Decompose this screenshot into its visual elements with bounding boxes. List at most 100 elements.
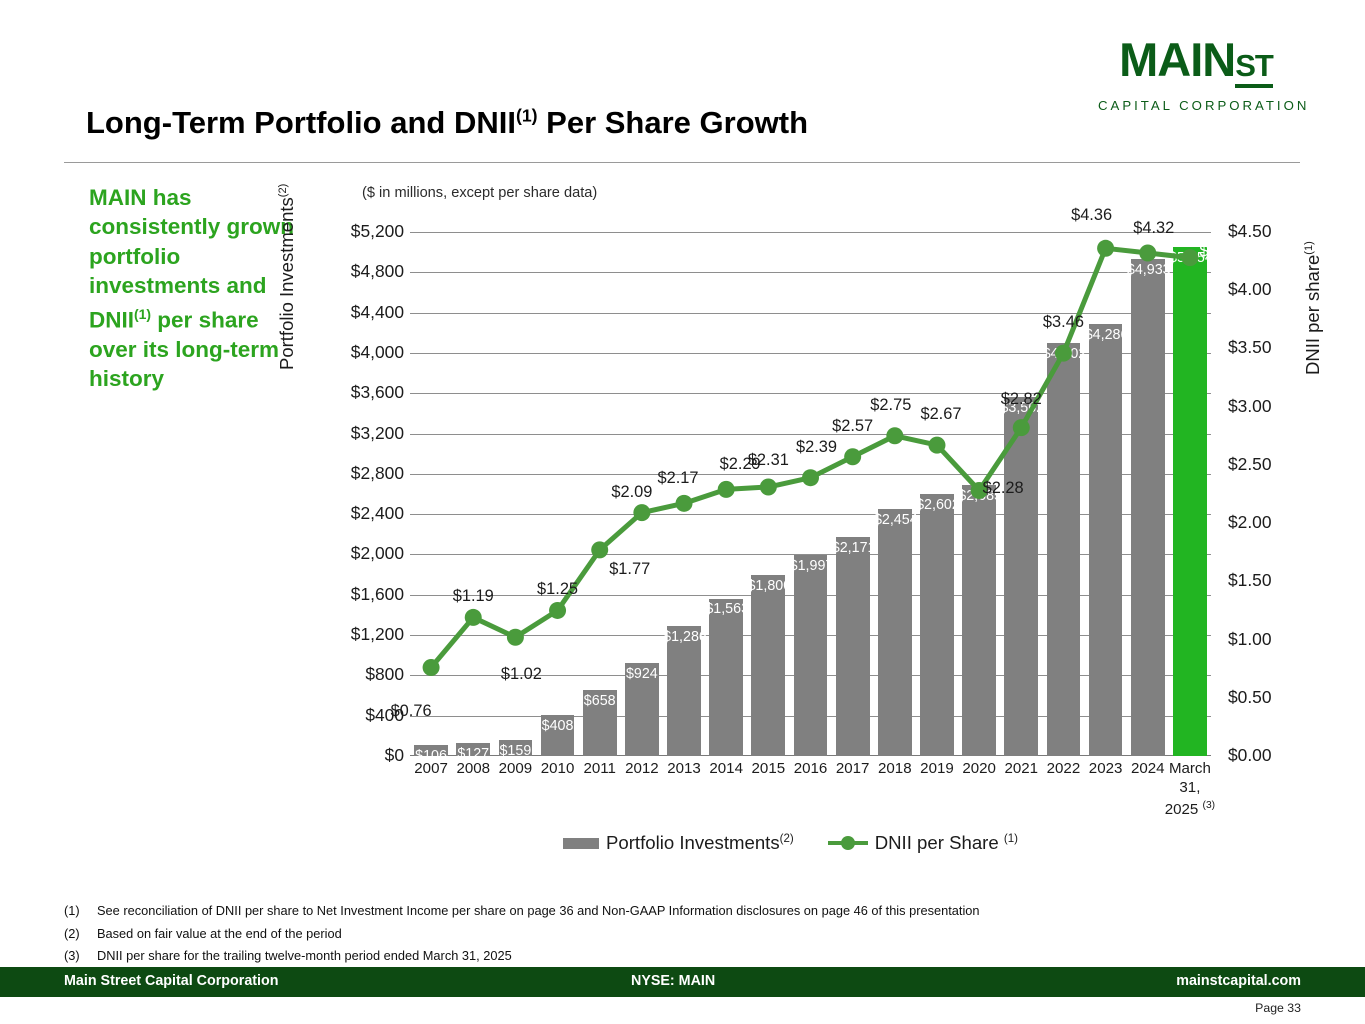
dnii-data-point[interactable] — [675, 494, 693, 512]
bar[interactable] — [1130, 258, 1165, 756]
x-axis-tick-label: 2011 — [583, 760, 616, 777]
legend-item-portfolio-investments[interactable]: Portfolio Investments(2) — [563, 832, 794, 854]
dnii-value-label: $4.28 — [1199, 241, 1241, 260]
bar[interactable] — [877, 508, 912, 756]
x-axis-tick-label: 2010 — [540, 760, 575, 777]
x-axis-tick-label: March 31, 2025 (3) — [1164, 760, 1216, 819]
bar-value-label: $658 — [583, 692, 616, 709]
footnote-row: (1) See reconciliation of DNII per share … — [64, 903, 1304, 918]
y-axis-left-tick-label: $5,200 — [350, 221, 404, 241]
dnii-value-label: $2.39 — [795, 437, 838, 456]
legend-label-dnii: DNII per Share (1) — [875, 832, 1018, 854]
y-axis-left-tick-label: $4,800 — [350, 261, 404, 282]
bar[interactable] — [835, 537, 870, 756]
dnii-data-point[interactable] — [506, 628, 524, 646]
footnote-number: (1) — [64, 903, 80, 918]
dnii-data-point[interactable] — [1054, 344, 1072, 362]
callout-text: MAIN has consistently grown portfolio in… — [89, 183, 299, 394]
bar[interactable] — [625, 662, 659, 756]
bar-value-label: $2,602 — [916, 496, 960, 513]
dnii-data-point[interactable] — [1097, 239, 1115, 257]
dnii-data-point[interactable] — [1012, 419, 1030, 437]
dnii-data-point[interactable] — [928, 436, 946, 454]
dnii-value-label: $2.29 — [719, 455, 761, 474]
bar[interactable] — [414, 745, 448, 756]
dnii-data-point[interactable] — [549, 601, 567, 619]
dnii-value-label: $2.17 — [657, 469, 699, 488]
logo-st-text: ST — [1235, 48, 1274, 88]
y-axis-right-tick-label: $4.00 — [1228, 279, 1272, 300]
y-axis-left-title: Portfolio Investments(2) — [276, 120, 298, 370]
y-axis-right-tick-label: $1.50 — [1228, 570, 1272, 591]
dnii-data-point[interactable] — [759, 478, 777, 496]
legend-item-dnii-per-share[interactable]: DNII per Share (1) — [827, 832, 1018, 854]
dnii-data-point[interactable] — [464, 608, 482, 626]
x-axis-tick-label: 2008 — [456, 760, 491, 777]
footer-ticker: NYSE: MAIN — [631, 973, 716, 989]
footnotes-list: (1) See reconciliation of DNII per share … — [64, 903, 1304, 971]
footnote-text: Based on fair value at the end of the pe… — [97, 925, 342, 941]
dnii-data-point[interactable] — [1181, 249, 1199, 267]
bar[interactable] — [540, 714, 575, 756]
bar-value-label: $106 — [415, 748, 447, 765]
bar[interactable] — [793, 554, 828, 756]
bar-swatch-icon — [563, 837, 599, 849]
x-axis-tick-label: 2024 — [1130, 760, 1165, 777]
bar[interactable] — [667, 626, 701, 756]
dnii-data-point[interactable] — [633, 504, 651, 522]
dnii-data-point[interactable] — [802, 469, 819, 487]
y-axis-right-tick-label: $3.00 — [1228, 395, 1272, 416]
company-logo: MAINST CAPITAL CORPORATION — [1098, 34, 1310, 114]
logo-subtitle: CAPITAL CORPORATION — [1098, 98, 1310, 113]
dnii-value-label: $0.76 — [390, 701, 432, 720]
legend-label-dnii-text: DNII per Share — [874, 832, 1004, 853]
y-axis-right-tick-label: $0.00 — [1228, 745, 1272, 765]
dnii-data-point[interactable] — [422, 659, 440, 677]
dnii-value-label: $2.57 — [832, 416, 874, 435]
y-axis-left-tick-label: $2,400 — [350, 503, 404, 524]
page-title-tail: Per Share Growth — [537, 105, 809, 140]
bar-value-label: $1,997 — [789, 557, 834, 574]
x-axis-tick-label: 2017 — [835, 760, 870, 777]
bar[interactable] — [920, 493, 954, 756]
bar[interactable] — [1173, 246, 1207, 756]
x-axis-tick-label: 2012 — [625, 760, 659, 777]
x-axis-labels: 2007 2008 2009 2010 2011 2012 2013 2014 2015 2016… — [410, 760, 1215, 822]
bar[interactable] — [456, 743, 491, 756]
bar[interactable] — [1088, 324, 1123, 756]
y-axis-right-tick-label: $4.50 — [1228, 221, 1272, 241]
y-axis-left-tick-label: $2,000 — [350, 543, 404, 564]
x-axis-tick-label: 2015 — [751, 760, 786, 777]
bar-value-label: $924 — [625, 665, 658, 682]
dnii-data-point[interactable] — [886, 427, 904, 445]
line-series — [422, 239, 1199, 677]
bar[interactable] — [962, 485, 996, 756]
y-axis-left-tick-label: $400 — [365, 704, 404, 725]
bar[interactable] — [751, 574, 786, 756]
dnii-data-point[interactable] — [1139, 244, 1157, 262]
legend-portfolio-footnote-ref: (2) — [779, 832, 794, 845]
dnii-data-point[interactable] — [844, 448, 862, 466]
dnii-data-point[interactable] — [717, 480, 735, 498]
y-axis-left-tick-label: $0 — [384, 745, 404, 765]
bar[interactable] — [709, 598, 744, 756]
bar[interactable] — [1046, 342, 1081, 756]
chart-legend: Portfolio Investments(2) DNII per Share … — [563, 832, 1018, 854]
y-axis-left-tick-label: $800 — [365, 664, 404, 685]
dnii-data-point[interactable] — [591, 541, 609, 559]
bar[interactable] — [498, 739, 533, 756]
bar[interactable] — [1004, 397, 1039, 756]
dnii-data-point[interactable] — [970, 482, 988, 500]
x-axis-tick-label: 2014 — [709, 760, 743, 777]
logo-wordmark: MAINST — [1098, 34, 1294, 92]
dnii-value-label: $1.19 — [452, 587, 494, 606]
dnii-line-path — [428, 245, 1193, 671]
chart-subtitle: ($ in millions, except per share data) — [362, 185, 598, 201]
chart-plot-area: $106 $127 $159 $408 $658 $924 $1,286 $1,563 $1,8… — [391, 206, 1241, 764]
legend-label-portfolio-text: Portfolio Investments — [606, 832, 780, 853]
bar-value-label: $2,171 — [831, 540, 876, 557]
bar[interactable] — [582, 689, 617, 756]
y-axis-left-footnote-ref: (2) — [276, 183, 289, 198]
bar-value-label: $1,286 — [663, 629, 707, 646]
y-axis-right-tick-label: $0.50 — [1228, 686, 1272, 707]
